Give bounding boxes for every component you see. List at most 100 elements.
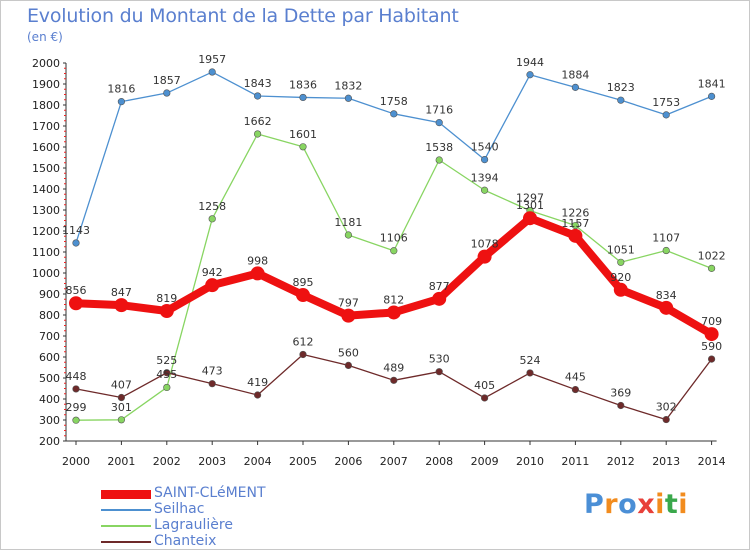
data-point [163,89,171,97]
data-point [344,361,353,370]
data-point [617,401,625,410]
data-label: 1106 [380,232,408,245]
x-tick-label: 2000 [62,455,90,468]
y-tick-label: 300 [39,414,60,427]
data-point [341,308,356,323]
data-point [390,247,398,255]
data-point [481,186,489,194]
x-tick-label: 2013 [652,455,680,468]
legend-swatch [101,525,151,527]
legend-item: SAINT-CLéMENT [101,485,321,502]
y-tick-label: 2000 [32,57,60,70]
y-tick-label: 1500 [32,162,60,175]
x-tick-label: 2007 [380,455,408,468]
data-label: 998 [247,254,268,267]
y-tick-label: 1600 [32,141,60,154]
x-tick-label: 2004 [244,455,272,468]
data-label: 1753 [652,96,680,109]
data-point [568,228,583,243]
data-point [477,249,492,264]
data-label: 1716 [425,104,453,117]
data-point [163,369,171,377]
y-tick-label: 1900 [32,78,60,91]
legend-item: Seilhac [101,501,321,518]
data-point [707,92,716,100]
data-label: 525 [156,354,177,367]
data-label: 612 [293,335,314,348]
logo-letter: x [637,489,656,520]
logo-letter: o [618,489,638,520]
y-tick-label: 200 [39,435,60,448]
x-tick-label: 2008 [425,455,453,468]
x-tick-label: 2011 [561,455,589,468]
data-point [159,304,174,319]
data-point [117,393,125,402]
data-label: 419 [247,376,268,389]
data-point [662,415,670,424]
data-label: 1078 [471,238,499,251]
data-label: 1841 [698,77,726,90]
y-tick-label: 1100 [32,246,60,259]
data-point [344,94,353,102]
y-tick-label: 600 [39,351,60,364]
data-label: 369 [610,387,631,400]
data-label: 301 [111,401,132,414]
data-point [707,355,716,363]
data-label: 405 [474,379,495,392]
data-point [704,327,719,342]
x-tick-label: 2012 [607,455,635,468]
legend-item: Chanteix [101,533,321,550]
data-label: 590 [701,340,722,353]
data-point [299,93,307,102]
data-point [617,258,625,266]
data-label: 1662 [244,115,272,128]
data-point [69,296,83,311]
data-label: 1884 [561,68,589,81]
legend-swatch [101,509,151,511]
data-point [435,119,443,127]
data-point [72,416,80,424]
data-point [523,211,537,226]
chart-axes: 200 300 400 500 600 700 800 900 1000 1100 1200 1300… [32,57,726,468]
data-label: 797 [338,297,359,310]
data-point [526,369,534,377]
data-point [254,391,262,399]
y-tick-label: 1200 [32,225,60,238]
logo-letter: i [678,489,689,520]
data-label: 1107 [652,232,680,245]
data-label: 1181 [334,216,362,229]
data-label: 920 [610,271,631,284]
data-point [114,298,129,313]
data-point [481,156,489,164]
data-point [299,143,307,151]
data-label: 1143 [62,224,90,237]
data-label: 1394 [471,171,499,184]
data-label: 1816 [107,83,135,96]
data-point [390,376,398,384]
data-label: 1823 [607,81,635,94]
data-point [386,305,401,320]
data-point [205,278,220,293]
legend-swatch [101,489,151,499]
data-label: 299 [66,401,87,414]
data-label: 302 [656,401,677,414]
data-point [613,282,628,297]
data-label: 1758 [380,95,408,108]
data-point [299,350,307,359]
data-point [707,264,716,272]
data-label: 560 [338,346,359,359]
data-label: 709 [701,315,722,328]
logo-letter: t [664,489,679,520]
data-label: 1022 [698,249,726,262]
data-point [432,291,447,306]
chart-unit: (en €) [27,30,63,44]
data-point [254,92,262,100]
data-point [481,394,489,402]
x-tick-label: 2003 [198,455,226,468]
legend-label: Chanteix [154,533,217,549]
data-point [163,383,171,392]
x-tick-label: 2001 [107,455,135,468]
legend-item: Lagraulière [101,517,321,534]
